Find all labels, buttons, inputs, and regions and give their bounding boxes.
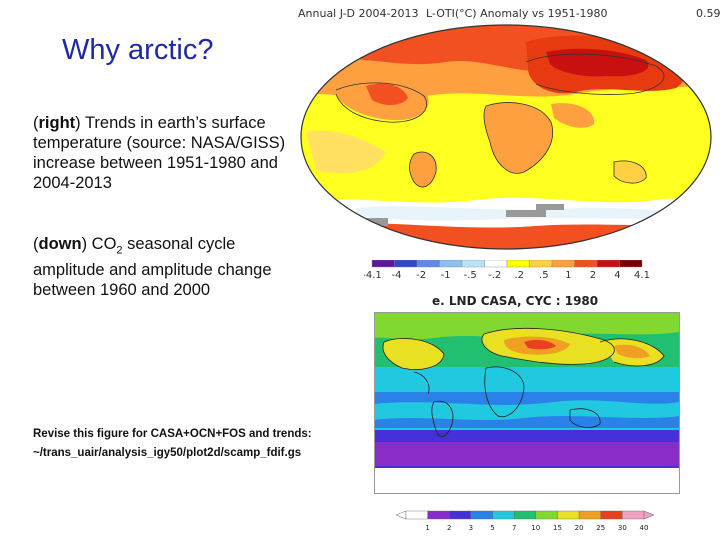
temperature-color-scale-graphic: -4.1 -4 -2 -1 -.5 -.2 .2 .5 1 2 4 4.1 xyxy=(362,259,650,281)
co2-subscript: 2 xyxy=(116,244,123,257)
temperature-scale-swatch xyxy=(551,259,575,268)
direction-label: down xyxy=(38,235,82,253)
co2-amplitude-map xyxy=(374,312,680,494)
temperature-scale-swatch xyxy=(574,259,598,268)
co2-map-title: e. LND CASA, CYC : 1980 xyxy=(432,294,599,308)
temperature-scale-swatch xyxy=(371,259,395,268)
co2-scale-label: 7 xyxy=(512,524,516,532)
temperature-scale-label: -4.1 xyxy=(364,270,382,281)
temperature-scale-label: 1 xyxy=(565,270,571,281)
temperature-scale-label: -.5 xyxy=(464,270,477,281)
co2-scale-swatch xyxy=(470,510,493,520)
temperature-scale-swatch xyxy=(394,259,418,268)
co2-scale-swatch xyxy=(492,510,515,520)
description-co2: (down) CO2 seasonal cycle amplitude and … xyxy=(33,235,272,300)
co2-scale-arrow-left xyxy=(395,510,407,520)
co2-scale-swatch xyxy=(513,510,537,520)
temperature-scale-swatch xyxy=(529,259,553,268)
co2-scale-swatch xyxy=(405,510,428,520)
co2-map-frame xyxy=(374,312,680,494)
temperature-scale-label: -1 xyxy=(441,270,451,281)
co2-scale-label: 1 xyxy=(425,524,429,532)
temperature-scale-swatch xyxy=(416,259,440,268)
description-temperature: (right) Trends in earth’s surface temper… xyxy=(33,114,286,192)
temperature-scale-label: 4.1 xyxy=(634,270,649,281)
co2-scale-label: 15 xyxy=(553,524,562,532)
temperature-scale-swatch xyxy=(461,259,485,268)
description-temperature-text: Trends in earth’s surface temperature (s… xyxy=(33,114,286,192)
co2-scale-swatch xyxy=(449,510,472,520)
co2-scale-label: 10 xyxy=(531,524,540,532)
temperature-scale-swatch xyxy=(484,259,508,268)
temperature-scale-swatch xyxy=(596,259,620,268)
co2-scale-swatch xyxy=(427,510,450,520)
temperature-color-scale: -4.1 -4 -2 -1 -.5 -.2 .2 .5 1 2 4 4.1 xyxy=(362,259,650,282)
revision-note-path: ~/trans_uair/analysis_igy50/plot2d/scamp… xyxy=(33,447,302,459)
co2-scale-label: 3 xyxy=(469,524,473,532)
temperature-scale-swatch xyxy=(506,259,530,268)
co2-scale-swatch xyxy=(557,510,580,520)
map1-header-period: Annual J-D 2004-2013 xyxy=(298,7,419,20)
description-co2-text: seasonal cycle amplitude and amplitude c… xyxy=(33,235,272,300)
slide-title: Why arctic? xyxy=(62,34,214,66)
co2-scale-swatch xyxy=(600,510,623,520)
temperature-scale-swatch xyxy=(619,259,643,268)
co2-scale-label: 5 xyxy=(490,524,494,532)
temperature-scale-swatch xyxy=(439,259,463,268)
map1-header-mean: 0.59 xyxy=(696,7,720,20)
temperature-scale-label: 2 xyxy=(590,270,596,281)
temperature-anomaly-map xyxy=(296,22,720,252)
revision-note-line: Revise this figure for CASA+OCN+FOS and … xyxy=(33,428,312,440)
revision-note: Revise this figure for CASA+OCN+FOS and … xyxy=(33,425,363,463)
co2-scale-label: 40 xyxy=(640,524,649,532)
temperature-scale-label: -.2 xyxy=(488,270,501,281)
temperature-anomaly-map-graphic xyxy=(300,24,712,250)
temperature-scale-label: -2 xyxy=(416,270,426,281)
co2-scale-label: 30 xyxy=(618,524,627,532)
co2-scale-label: 20 xyxy=(575,524,584,532)
co2-prefix: CO xyxy=(87,235,117,253)
co2-scale-arrow-right xyxy=(643,510,655,520)
temperature-scale-label: 4 xyxy=(614,270,620,281)
map1-header-title: L-OTI(°C) Anomaly vs 1951-1980 xyxy=(426,7,608,20)
co2-color-scale-graphic: 1 2 3 5 7 10 15 20 25 30 40 xyxy=(395,510,655,532)
co2-amplitude-map-graphic xyxy=(374,312,680,494)
co2-scale-swatch xyxy=(578,510,601,520)
co2-scale-swatch xyxy=(535,510,558,520)
temperature-scale-label: .2 xyxy=(514,270,524,281)
co2-color-scale: 1 2 3 5 7 10 15 20 25 30 40 xyxy=(392,510,658,540)
co2-scale-label: 25 xyxy=(596,524,605,532)
temperature-scale-label: -4 xyxy=(392,270,402,281)
direction-label: right xyxy=(38,114,76,132)
co2-scale-swatch xyxy=(622,510,645,520)
co2-scale-label: 2 xyxy=(447,524,451,532)
temperature-scale-label: .5 xyxy=(539,270,549,281)
